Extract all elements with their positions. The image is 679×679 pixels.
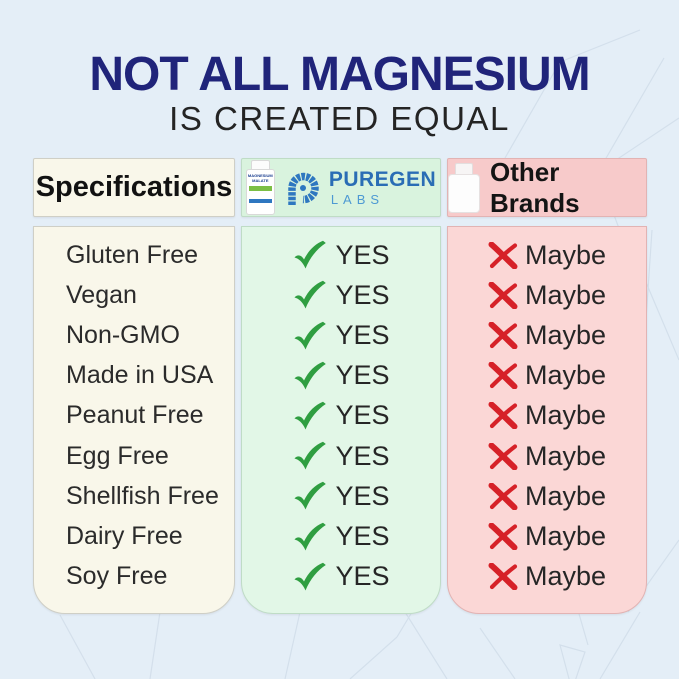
- other-brands-row: Maybe: [448, 280, 646, 311]
- puregen-wordmark: PUREGEN LABS: [329, 169, 436, 206]
- cross-icon: [488, 362, 518, 390]
- cross-icon: [488, 442, 518, 470]
- cross-icon: [488, 402, 518, 430]
- puregen-header: MAGNESIUM MALATE PUREGEN LABS: [241, 158, 441, 217]
- column-specifications: Specifications Gluten Free Vegan Non-GMO Ma…: [33, 158, 235, 614]
- puregen-logo-icon: [288, 172, 319, 205]
- bottle-icon: MAGNESIUM MALATE: [245, 160, 275, 215]
- puregen-row: YES: [242, 521, 440, 552]
- puregen-answer: YES: [335, 279, 390, 310]
- comparison-table: Specifications Gluten Free Vegan Non-GMO Ma…: [33, 156, 647, 614]
- puregen-row: YES: [242, 441, 440, 472]
- spec-row-label: Gluten Free: [66, 240, 199, 269]
- puregen-answer: YES: [335, 320, 390, 351]
- bottle-blue-band: [248, 198, 272, 203]
- puregen-row: YES: [242, 481, 440, 512]
- check-icon: [294, 361, 327, 390]
- puregen-answer: YES: [335, 480, 390, 511]
- puregen-body: YES YES YES YES YES YES YES YES YES: [241, 226, 441, 614]
- column-puregen: MAGNESIUM MALATE PUREGEN LABS: [241, 158, 441, 614]
- check-icon: [294, 321, 327, 350]
- check-icon: [294, 562, 327, 591]
- puregen-row: YES: [242, 360, 440, 391]
- puregen-answer: YES: [335, 360, 390, 391]
- bottle-label: MAGNESIUM MALATE: [247, 173, 274, 184]
- page-subtitle: IS CREATED EQUAL: [169, 100, 510, 138]
- specifications-header-label: Specifications: [35, 171, 233, 203]
- other-brands-header-label: Other Brands: [490, 156, 580, 218]
- spec-row-label: Dairy Free: [66, 522, 183, 551]
- other-brands-body: Maybe Maybe Maybe Maybe Maybe Maybe Maybe Maybe…: [447, 226, 647, 614]
- puregen-answer: YES: [335, 239, 390, 270]
- bottle-jar: MAGNESIUM MALATE: [245, 169, 275, 215]
- spec-row-label: Soy Free: [66, 562, 168, 591]
- other-brands-answer: Maybe: [524, 480, 607, 511]
- other-brands-answer: Maybe: [524, 320, 607, 351]
- puregen-row: YES: [242, 320, 440, 351]
- bottle-label-line2: MALATE: [252, 177, 269, 183]
- cross-icon: [488, 482, 518, 510]
- spec-row-label: Egg Free: [66, 441, 169, 470]
- check-icon: [294, 442, 327, 470]
- other-brands-row: Maybe: [448, 320, 646, 351]
- other-brands-answer: Maybe: [524, 561, 607, 592]
- puregen-row: YES: [242, 400, 440, 431]
- spec-row-label: Peanut Free: [66, 401, 204, 430]
- other-brands-row: Maybe: [448, 360, 646, 391]
- other-brands-row: Maybe: [448, 521, 646, 552]
- specifications-body: Gluten Free Vegan Non-GMO Made in USA Peanut…: [33, 226, 235, 614]
- spec-row-label: Non-GMO: [66, 321, 180, 350]
- brand-name: PUREGEN: [328, 168, 437, 191]
- check-icon: [294, 482, 327, 510]
- cross-icon: [488, 523, 518, 551]
- other-brands-header: Other Brands: [447, 156, 647, 218]
- brand-suffix: LABS: [330, 192, 385, 207]
- puregen-answer: YES: [335, 440, 390, 471]
- generic-bottle-jar: [448, 173, 480, 213]
- other-brands-answer: Maybe: [524, 360, 607, 391]
- cross-icon: [488, 281, 518, 309]
- column-other-brands: Other Brands Maybe Maybe Maybe Maybe Maybe Ma…: [447, 156, 647, 614]
- spec-row-label: Vegan: [66, 280, 137, 309]
- puregen-answer: YES: [335, 561, 390, 592]
- check-icon: [294, 240, 327, 269]
- other-brands-answer: Maybe: [524, 440, 607, 471]
- puregen-row: YES: [242, 561, 440, 592]
- spec-row-label: Made in USA: [66, 361, 214, 390]
- puregen-answer: YES: [335, 521, 390, 552]
- spec-row-label: Shellfish Free: [66, 481, 219, 510]
- other-brands-row: Maybe: [448, 561, 646, 592]
- other-brands-answer: Maybe: [524, 279, 607, 310]
- bottle-label-line1: MAGNESIUM: [247, 173, 273, 178]
- puregen-row: YES: [242, 240, 440, 271]
- cross-icon: [488, 563, 518, 591]
- check-icon: [294, 281, 327, 309]
- generic-bottle-cap: [455, 162, 473, 175]
- other-brands-answer: Maybe: [524, 400, 607, 431]
- other-brands-answer: Maybe: [524, 521, 607, 552]
- page-title: NOT ALL MAGNESIUM: [89, 48, 590, 101]
- puregen-answer: YES: [335, 400, 390, 431]
- other-brands-row: Maybe: [448, 240, 646, 271]
- check-icon: [294, 401, 327, 430]
- specifications-header: Specifications: [33, 158, 235, 217]
- cross-icon: [488, 322, 518, 350]
- generic-bottle-icon: [448, 162, 480, 213]
- cross-icon: [488, 241, 518, 269]
- other-brands-row: Maybe: [448, 400, 646, 431]
- other-brands-answer: Maybe: [524, 239, 607, 270]
- other-brands-row: Maybe: [448, 481, 646, 512]
- bottle-green-band: [248, 185, 272, 191]
- puregen-row: YES: [242, 280, 440, 311]
- other-brands-row: Maybe: [448, 441, 646, 472]
- check-icon: [294, 522, 327, 551]
